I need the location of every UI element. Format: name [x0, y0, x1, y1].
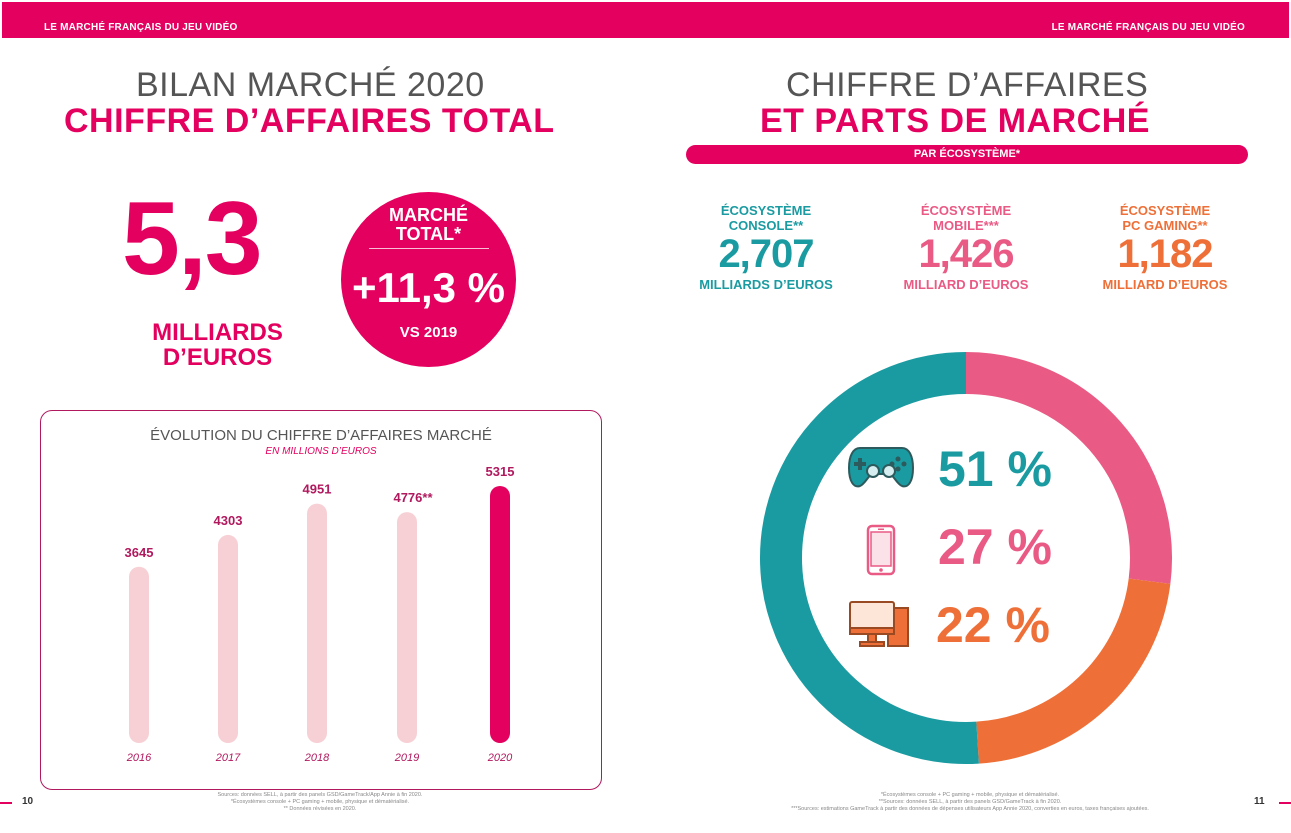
right-page-line	[1279, 802, 1291, 804]
right-title-line1: CHIFFRE D’AFFAIRES	[786, 66, 1149, 104]
ecosystem-pill: PAR ÉCOSYSTÈME*	[686, 145, 1248, 164]
bar-value-label: 4776**	[393, 490, 433, 505]
console-name2: CONSOLE**	[728, 218, 804, 233]
bar-2018	[307, 503, 327, 743]
category-label: 2019	[394, 752, 419, 764]
donut-segment-console	[760, 352, 979, 764]
ecosystem-mobile: ÉCOSYSTÈME MOBILE*** 1,426 MILLIARD D’EU…	[866, 203, 1066, 292]
category-label: 2017	[215, 752, 241, 764]
console-name1: ÉCOSYSTÈME	[720, 203, 812, 218]
right-footnote-1: *Écosystèmes console + PC gaming + mobil…	[880, 792, 1060, 798]
growth-label: MARCHÉ TOTAL*	[389, 205, 468, 244]
right-footnotes: *Écosystèmes console + PC gaming + mobil…	[740, 792, 1200, 813]
console-value: 2,707	[718, 232, 814, 276]
bar-2020	[490, 486, 510, 743]
console-share: 51 %	[938, 441, 1052, 497]
left-page-line	[0, 802, 12, 804]
category-label: 2016	[126, 752, 152, 764]
bar-value-label: 3645	[125, 545, 154, 560]
ecosystem-console: ÉCOSYSTÈME CONSOLE** 2,707 MILLIARDS D’E…	[666, 203, 866, 292]
left-footnotes: Sources: données SELL, à partir des pane…	[190, 792, 450, 813]
bar-2019	[397, 512, 417, 743]
mobile-name2: MOBILE***	[933, 218, 999, 233]
bar-value-label: 4303	[214, 513, 243, 528]
right-footnote-2: **Sources: données SELL, à partir des pa…	[878, 799, 1062, 805]
pc-name2: PC GAMING**	[1122, 218, 1208, 233]
bar-value-label: 5315	[486, 464, 515, 479]
right-title-line2: ET PARTS DE MARCHÉ	[760, 102, 1150, 140]
total-revenue-value: 5,3	[122, 181, 263, 297]
right-footnote-3: ***Sources: estimations GameTrack à part…	[791, 806, 1149, 812]
revenue-bar-chart: 3645 2016 4303 2017 4951 2018 4776** 2019 5315 20…	[125, 464, 515, 764]
left-title-line1: BILAN MARCHÉ 2020	[136, 66, 485, 104]
bar-2017	[218, 534, 238, 743]
donut-segment-mobile	[965, 352, 1172, 584]
total-revenue-unit: MILLIARDS D’EUROS	[152, 319, 283, 371]
left-title-line2: CHIFFRE D’AFFAIRES TOTAL	[64, 102, 555, 140]
header-right-label: LE MARCHÉ FRANÇAIS DU JEU VIDÉO	[1051, 22, 1245, 33]
category-label: 2020	[487, 752, 513, 764]
header-left-label: LE MARCHÉ FRANÇAIS DU JEU VIDÉO	[44, 22, 238, 33]
mobile-name1: ÉCOSYSTÈME	[920, 203, 1012, 218]
pc-share: 22 %	[936, 597, 1050, 653]
left-page-number: 10	[22, 796, 34, 807]
left-footnote-1: Sources: données SELL, à partir des pane…	[217, 792, 423, 798]
pc-unit: MILLIARD D’EUROS	[1102, 277, 1228, 292]
console-unit: MILLIARDS D’EUROS	[699, 277, 833, 292]
left-footnote-3: ** Données révisées en 2020.	[283, 806, 357, 812]
mobile-share: 27 %	[938, 519, 1052, 575]
growth-value: +11,3 %	[352, 264, 505, 311]
revenue-chart-box: ÉVOLUTION DU CHIFFRE D’AFFAIRES MARCHÉ E…	[40, 410, 602, 790]
chart-subtitle: EN MILLIONS D’EUROS	[265, 446, 377, 457]
smartphone-icon	[866, 524, 896, 576]
gamepad-icon	[847, 447, 915, 488]
mobile-unit: MILLIARD D’EUROS	[903, 277, 1029, 292]
pc-value: 1,182	[1117, 232, 1213, 276]
ecosystem-pc: ÉCOSYSTÈME PC GAMING** 1,182 MILLIARD D’…	[1065, 203, 1265, 292]
header-bar: LE MARCHÉ FRANÇAIS DU JEU VIDÉO LE MARCH…	[0, 0, 1291, 38]
market-share-donut	[760, 352, 1172, 764]
growth-circle: MARCHÉ TOTAL* +11,3 % VS 2019	[341, 192, 516, 367]
mobile-value: 1,426	[918, 232, 1014, 276]
pc-name1: ÉCOSYSTÈME	[1119, 203, 1211, 218]
growth-comparison: VS 2019	[399, 324, 458, 341]
desktop-computer-icon	[849, 601, 909, 647]
donut-segment-pc-gaming	[975, 578, 1171, 764]
right-page-number: 11	[1254, 796, 1265, 807]
bar-2016	[129, 566, 149, 743]
left-footnote-2: *Écosystèmes console + PC gaming + mobil…	[230, 799, 410, 805]
bar-value-label: 4951	[303, 482, 332, 497]
category-label: 2018	[304, 752, 330, 764]
growth-divider	[369, 248, 489, 249]
chart-title: ÉVOLUTION DU CHIFFRE D’AFFAIRES MARCHÉ	[150, 427, 492, 444]
